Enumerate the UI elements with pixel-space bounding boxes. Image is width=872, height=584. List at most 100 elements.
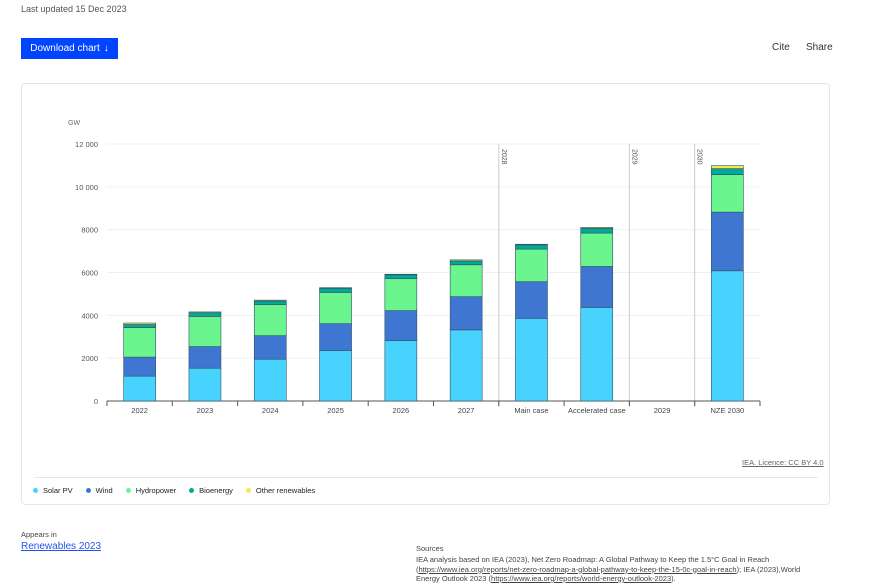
bar-segment-hydropower [515,248,548,283]
legend-item[interactable]: Wind [85,486,113,495]
sources-title: Sources [416,544,444,553]
legend-dot-icon [85,488,91,493]
bar-segment-wind [449,296,483,331]
bar-segment-bioenergy [384,274,418,280]
x-tick-label: 2027 [458,406,475,415]
bar-segment-hydropower [449,264,483,298]
legend-item[interactable]: Other renewables [245,486,316,495]
appears-in-label: Appears in [21,530,57,539]
download-chart-button[interactable]: Download chart ↓ [21,38,118,59]
bar-segment-solar-pv [123,375,156,402]
share-button[interactable]: Share [806,42,833,53]
bar-segment-hydropower [188,316,222,347]
legend-item[interactable]: Solar PV [33,486,73,495]
stacked-bar-chart: GW 0 2000 4000 6000 8000 10 000 12 000 2028 2029 2… [68,120,761,415]
x-tick-label: 2022 [131,406,148,415]
bar-segment-solar-pv [319,350,352,402]
bar-segment-bioenergy [580,228,614,234]
legend-item[interactable]: Bioenergy [189,486,233,495]
period-label: 2029 [630,149,637,165]
y-tick-label: 12 000 [75,140,98,149]
bar-segment-wind [319,323,352,351]
bar-segment-bioenergy [711,168,744,175]
bar-segment-bioenergy [123,324,156,328]
bar-segment-hydropower [711,174,744,213]
bar-segment-hydropower [123,327,156,358]
download-label: Download chart [30,43,100,54]
legend-dot-icon [125,488,131,493]
bar-segment-other-renewables [515,243,548,246]
x-tick-label: Main case [514,406,548,415]
arrow-down-icon: ↓ [103,43,109,54]
bar-segment-wind [253,335,287,360]
bar-segment-other-renewables [711,165,744,169]
bar-segment-other-renewables [580,227,614,229]
bar-segment-bioenergy [188,312,222,317]
source-text: ); IEA (2023),World Energy Outlook 2023 … [416,564,801,584]
bar-segment-hydropower [319,292,352,324]
report-link[interactable]: Renewables 2023 [21,541,102,552]
cite-button[interactable]: Cite [772,42,790,53]
x-tick-label: Accelerated case [568,406,626,415]
bar-segment-wind [384,310,418,341]
y-tick-label: 8000 [81,226,98,235]
y-tick-label: 10 000 [75,183,98,192]
x-tick-label: 2026 [393,406,410,415]
y-tick-label: 6000 [81,269,98,278]
source-text: IEA analysis based on IEA (2023), Net Ze… [416,555,770,574]
bar-segment-hydropower [384,278,418,311]
legend-dot-icon [33,488,38,493]
x-tick-label: NZE 2030 [710,406,744,415]
legend-divider [34,477,818,478]
bar-segment-solar-pv [253,358,287,402]
bar-segment-other-renewables [449,259,483,262]
legend-dot-icon [245,488,251,493]
legend-label: Hydropower [135,486,177,495]
bar-segment-solar-pv [711,270,744,402]
y-tick-label: 2000 [81,354,98,363]
bar-segment-other-renewables [123,322,156,325]
bar-segment-solar-pv [515,318,548,402]
bar-segment-bioenergy [449,260,483,266]
legend-label: Wind [95,486,113,495]
bar-segment-wind [711,211,744,272]
bar-segment-wind [515,281,548,319]
source-text: ). [671,574,676,583]
bar-segment-solar-pv [384,340,418,402]
legend-item[interactable]: Hydropower [125,486,177,495]
bar-segment-hydropower [253,304,287,336]
bar-segment-hydropower [580,232,614,267]
x-tick-label: 2024 [262,406,279,415]
bar-segment-solar-pv [580,307,614,402]
legend-label: Solar PV [43,486,73,495]
sources-text: IEA analysis based on IEA (2023), Net Ze… [416,555,816,584]
y-axis-label: GW [68,120,80,127]
bar-segment-other-renewables [253,299,287,302]
source-link[interactable]: https://www.iea.org/reports/world-energy… [491,574,672,583]
bar-segment-other-renewables [319,287,352,289]
legend-label: Bioenergy [199,486,233,495]
bar-segment-solar-pv [449,329,483,402]
x-tick-label: 2023 [197,406,214,415]
bar-segment-bioenergy [319,288,352,293]
bar-segment-wind [188,346,222,369]
period-label: 2028 [500,149,507,165]
legend: Solar PV Wind Hydropower Bioenergy Other ren… [33,486,315,495]
legend-label: Other renewables [255,486,316,495]
x-tick-label: 2025 [327,406,344,415]
source-link[interactable]: https://www.iea.org/reports/net-zero-roa… [418,564,737,574]
bar-segment-bioenergy [253,300,287,305]
chart-card [21,83,830,505]
licence-link[interactable]: IEA. Licence: CC BY 4.0 [742,458,824,467]
legend-dot-icon [189,488,195,493]
bar-segment-other-renewables [384,273,418,276]
y-tick-label: 4000 [81,311,98,320]
last-updated: Last updated 15 Dec 2023 [21,4,127,14]
x-tick-label: 2029 [654,406,671,415]
period-label: 2030 [696,149,703,165]
bar-segment-solar-pv [188,367,222,402]
y-tick-label: 0 [94,397,98,406]
bar-segment-other-renewables [188,311,222,314]
bar-segment-wind [123,356,156,377]
bar-segment-bioenergy [515,244,548,250]
